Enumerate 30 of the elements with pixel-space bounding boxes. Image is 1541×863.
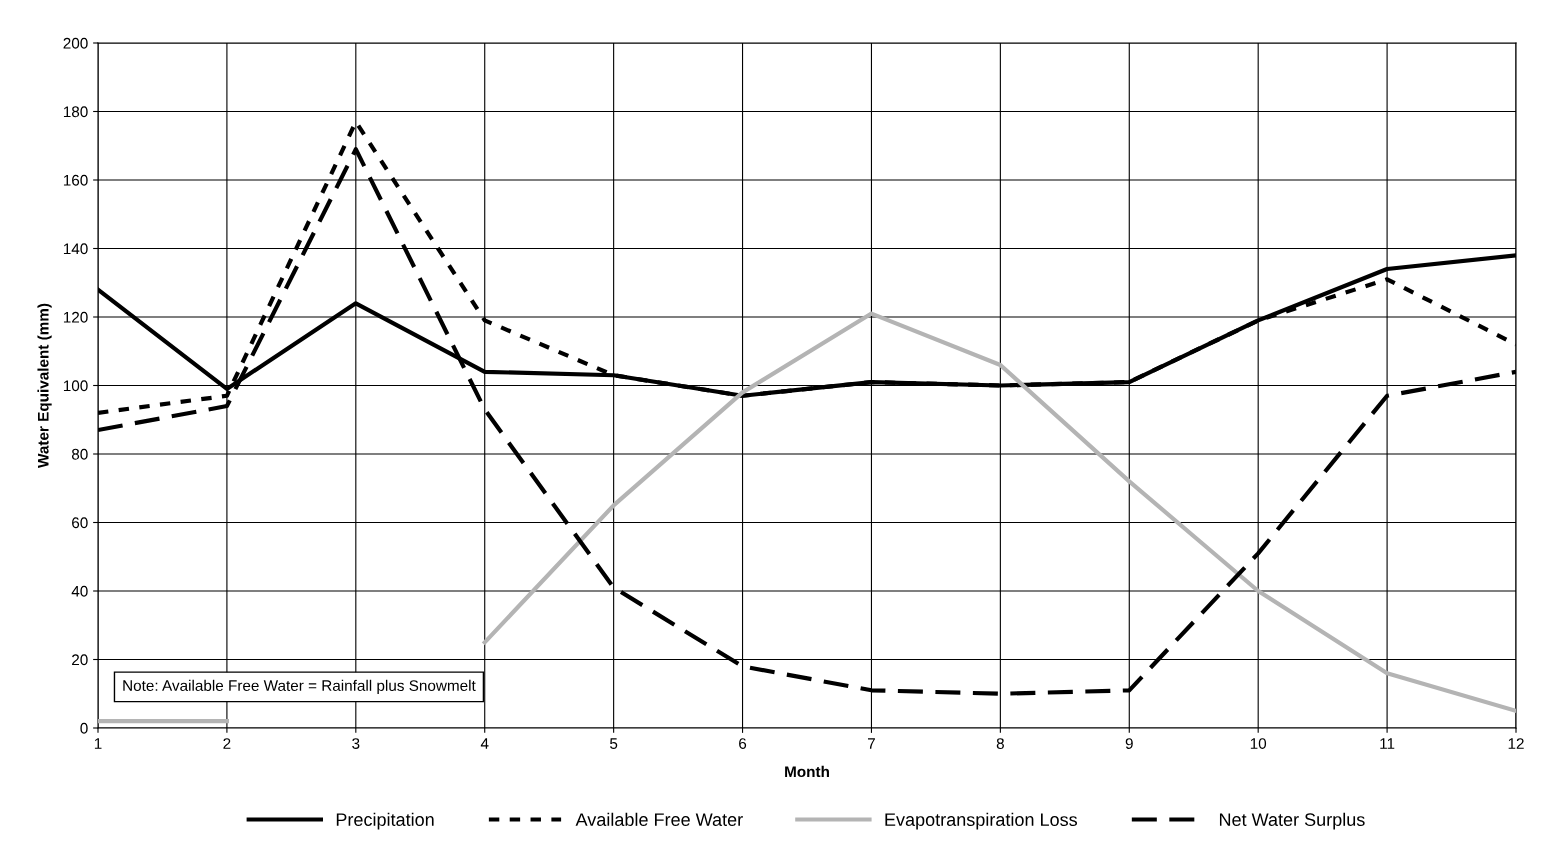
y-tick-label: 200 <box>63 37 88 49</box>
y-tick-label: 100 <box>63 380 88 392</box>
y-tick-label: 120 <box>63 311 88 323</box>
y-tick-label: 160 <box>63 174 88 186</box>
x-tick-label: 4 <box>480 738 489 749</box>
y-tick-label: 0 <box>80 722 88 734</box>
y-tick-label: 20 <box>72 654 88 666</box>
y-tick-label: 180 <box>63 106 88 118</box>
x-tick-label: 7 <box>867 738 875 749</box>
legend-label: Evapotranspiration Loss <box>885 812 1078 830</box>
x-tick-label: 10 <box>1250 738 1267 749</box>
x-tick-label: 8 <box>996 738 1004 749</box>
y-tick-label: 60 <box>72 517 88 529</box>
x-tick-label: 6 <box>739 738 747 749</box>
legend-label: Net Water Surplus <box>1219 812 1365 830</box>
x-tick-label: 12 <box>1508 738 1524 749</box>
x-tick-label: 1 <box>94 738 102 749</box>
y-tick-label: 80 <box>71 448 88 460</box>
annotation: Note: Available Free Water = Rainfall plus Snowmelt <box>123 679 476 695</box>
y-tick-label: 140 <box>63 243 88 255</box>
x-tick-label: 5 <box>610 738 618 749</box>
x-tick-label: 2 <box>223 738 231 749</box>
x-tick-label: 3 <box>352 738 360 749</box>
legend-label: Available Free Water <box>575 812 743 827</box>
legend-label: Precipitation <box>336 812 434 830</box>
y-axis-title: Water Equivalent (mm) <box>37 303 52 468</box>
y-tick-label: 40 <box>71 585 88 597</box>
x-tick-label: 11 <box>1380 738 1395 749</box>
x-axis-title: Month <box>785 765 829 778</box>
x-tick-label: 9 <box>1125 738 1133 749</box>
